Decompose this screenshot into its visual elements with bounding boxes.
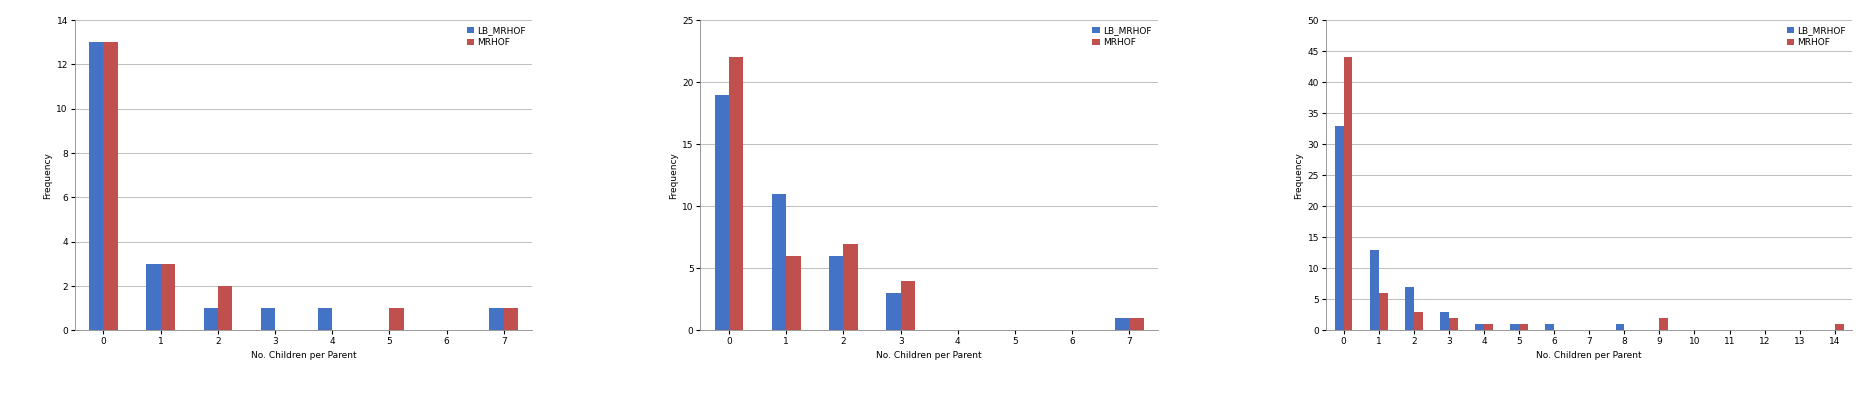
Bar <box>1510 324 1519 330</box>
X-axis label: No. Children per Parent: No. Children per Parent <box>1536 351 1643 359</box>
Bar <box>103 42 118 330</box>
Y-axis label: Frequency: Frequency <box>43 152 52 199</box>
Bar <box>1835 324 1843 330</box>
Bar <box>217 286 232 330</box>
Bar <box>1484 324 1493 330</box>
Bar <box>1130 318 1143 330</box>
Bar <box>503 308 518 330</box>
Legend: LB_MRHOF, MRHOF: LB_MRHOF, MRHOF <box>1785 25 1849 49</box>
Bar <box>1379 293 1388 330</box>
Bar <box>1615 324 1624 330</box>
Bar <box>161 264 174 330</box>
Bar <box>1474 324 1484 330</box>
Bar <box>773 194 786 330</box>
Bar <box>490 308 503 330</box>
Bar <box>1343 57 1353 330</box>
X-axis label: No. Children per Parent: No. Children per Parent <box>876 351 982 359</box>
Bar <box>1660 318 1669 330</box>
Bar <box>786 256 801 330</box>
Bar <box>204 308 217 330</box>
Bar <box>389 308 404 330</box>
Legend: LB_MRHOF, MRHOF: LB_MRHOF, MRHOF <box>1091 25 1154 49</box>
Bar <box>844 243 857 330</box>
Y-axis label: Frequency: Frequency <box>1295 152 1304 199</box>
Bar <box>90 42 103 330</box>
Bar <box>1441 312 1448 330</box>
Bar <box>900 281 915 330</box>
Bar <box>1545 324 1555 330</box>
Bar <box>1370 250 1379 330</box>
X-axis label: No. Children per Parent: No. Children per Parent <box>251 351 355 359</box>
Bar <box>318 308 333 330</box>
Bar <box>1519 324 1529 330</box>
Bar <box>1414 312 1422 330</box>
Bar <box>829 256 844 330</box>
Legend: LB_MRHOF, MRHOF: LB_MRHOF, MRHOF <box>464 25 528 49</box>
Bar <box>1405 287 1414 330</box>
Bar <box>730 57 743 330</box>
Y-axis label: Frequency: Frequency <box>668 152 677 199</box>
Bar <box>1334 126 1343 330</box>
Bar <box>1115 318 1130 330</box>
Bar <box>146 264 161 330</box>
Bar <box>1448 318 1458 330</box>
Bar <box>715 95 730 330</box>
Bar <box>260 308 275 330</box>
Bar <box>887 293 900 330</box>
